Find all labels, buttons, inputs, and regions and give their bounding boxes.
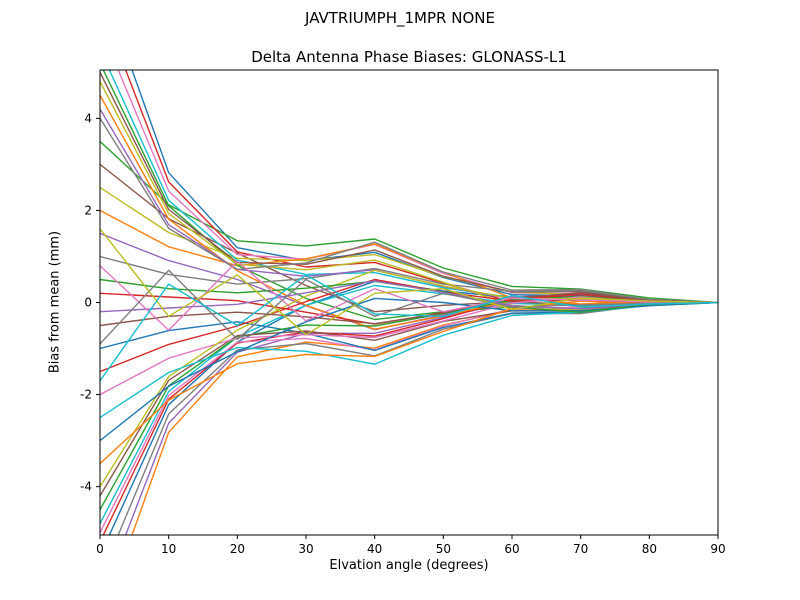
- x-tick-label: 80: [642, 542, 657, 556]
- series-line-04: [124, 70, 718, 307]
- series-line-40: [100, 274, 718, 382]
- x-axis-label: Elvation angle (degrees): [329, 558, 489, 573]
- series-line-07: [117, 70, 718, 304]
- series-line-28: [100, 117, 718, 304]
- series-line-16: [100, 71, 718, 304]
- y-tick-label: 2: [84, 203, 92, 217]
- x-tick-label: 40: [367, 542, 382, 556]
- x-tick-label: 30: [298, 542, 313, 556]
- y-tick-label: 0: [84, 296, 92, 310]
- figure-title: JAVTRIUMPH_1MPR NONE: [305, 9, 495, 27]
- x-tick-label: 0: [96, 542, 104, 556]
- x-tick-label: 50: [436, 542, 451, 556]
- series-line-20: [100, 284, 718, 524]
- chart-title: Delta Antenna Phase Biases: GLONASS-L1: [251, 48, 567, 66]
- series-line-02: [131, 301, 718, 535]
- x-tick-label: 20: [230, 542, 245, 556]
- series-line-32: [100, 300, 718, 465]
- series-line-13: [102, 70, 718, 321]
- y-tick-label: 4: [84, 111, 92, 125]
- y-tick-label: -2: [80, 388, 92, 402]
- x-tick-label: 90: [710, 542, 725, 556]
- series-line-35: [100, 280, 718, 313]
- series-line-39: [100, 228, 718, 336]
- series-line-14: [102, 294, 718, 535]
- y-tick-label: -4: [80, 480, 92, 494]
- series-line-36: [100, 292, 718, 327]
- x-tick-label: 10: [161, 542, 176, 556]
- x-tick-label: 60: [504, 542, 519, 556]
- x-tick-label: 70: [573, 542, 588, 556]
- series-lines: [100, 70, 718, 535]
